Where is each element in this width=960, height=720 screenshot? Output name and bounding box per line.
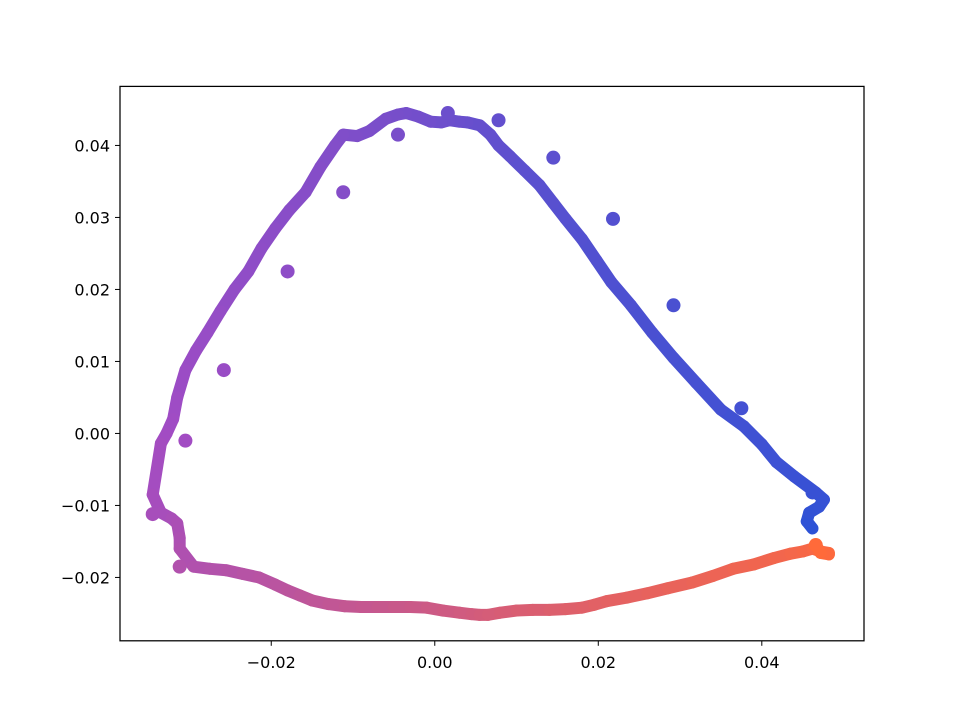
- plot-frame: [119, 85, 865, 642]
- trace-point: [606, 211, 621, 226]
- trace-point: [734, 401, 749, 416]
- y-tick-label: 0.00: [74, 424, 110, 443]
- trace-segment: [690, 377, 727, 416]
- trace-point: [390, 127, 405, 142]
- marker-layer: [145, 106, 823, 574]
- trace-point: [808, 538, 823, 553]
- y-tick-label: 0.01: [74, 352, 110, 371]
- trace-point: [546, 150, 561, 165]
- y-axis: −0.02 −0.01 0.00 0.01 0.02 0.03 0.04: [61, 136, 120, 587]
- trace-point: [666, 298, 681, 313]
- y-tick-label: −0.02: [61, 568, 110, 587]
- trace-point: [805, 485, 820, 500]
- trace-point: [440, 106, 455, 121]
- trace-point: [336, 185, 351, 200]
- x-tick-label: 0.04: [744, 653, 780, 672]
- x-tick-label: 0.02: [580, 653, 616, 672]
- trace-point: [172, 559, 187, 574]
- trace-layer: [146, 107, 835, 621]
- y-tick-label: −0.01: [61, 496, 110, 515]
- trace-point: [280, 264, 295, 279]
- trace-point: [178, 433, 193, 448]
- trace-point: [145, 507, 160, 522]
- y-tick-label: 0.04: [74, 136, 110, 155]
- y-tick-label: 0.02: [74, 280, 110, 299]
- x-tick-label: 0.00: [417, 653, 453, 672]
- y-tick-label: 0.03: [74, 208, 110, 227]
- trace-point: [491, 113, 506, 128]
- x-tick-label: −0.02: [247, 653, 296, 672]
- x-axis: −0.02 0.00 0.02 0.04: [247, 640, 780, 672]
- trace-segment: [146, 437, 167, 501]
- trace-point: [216, 363, 231, 378]
